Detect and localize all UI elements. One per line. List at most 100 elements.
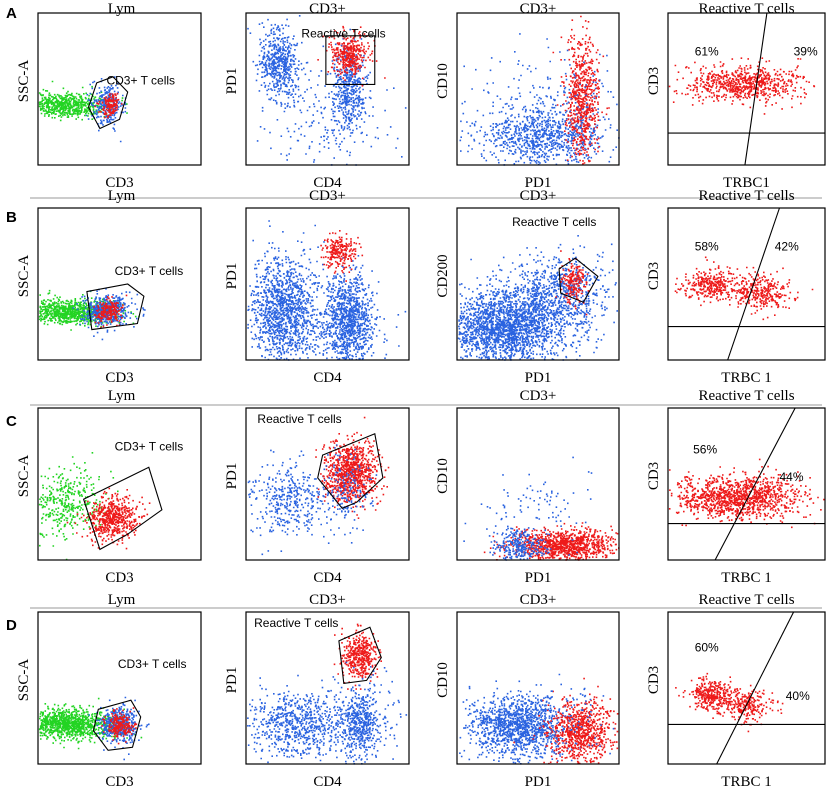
x-axis-label-b1: CD3 <box>105 370 133 386</box>
y-axis-label-d3: CD10 <box>435 662 451 698</box>
y-axis-label-c2: PD1 <box>224 463 240 490</box>
dot-d2-2 <box>333 623 382 690</box>
plot-frame-d1 <box>37 611 202 765</box>
dot-b4-1 <box>703 266 814 321</box>
y-axis-label-a1: SSC-A <box>16 60 32 103</box>
dot-b2-1 <box>312 252 388 361</box>
gate-label-c1: CD3+ T cells <box>115 440 184 454</box>
dot-cluster-b2-0 <box>247 220 338 361</box>
dot-cluster-b2-2 <box>320 230 364 282</box>
dot-c3-1 <box>486 516 574 561</box>
dot-c1-0 <box>38 452 119 561</box>
x-axis-label-b4: TRBC 1 <box>721 370 771 386</box>
dot-cluster-c1-1 <box>66 487 151 550</box>
gate-label-d1: CD3+ T cells <box>118 657 187 671</box>
panel-title-c1: Lym <box>108 388 136 404</box>
quadrant-divider-b4 <box>727 207 780 361</box>
quadrant-pct-d4-0: 60% <box>695 641 719 655</box>
x-axis-label-d3: PD1 <box>525 774 552 790</box>
plot-frame-a2 <box>245 12 410 166</box>
dot-cluster-d4-1 <box>703 681 784 733</box>
panel-title-b3: CD3+ <box>520 188 557 204</box>
y-axis-label-d2: PD1 <box>224 667 240 694</box>
y-axis-label-b3: CD200 <box>435 254 451 297</box>
plot-frame-c2 <box>245 407 410 561</box>
dot-d4-1 <box>703 681 784 733</box>
panel-title-d1: Lym <box>108 592 136 608</box>
dot-b3-2 <box>555 250 590 316</box>
x-axis-label-a2: CD4 <box>313 175 342 191</box>
gate-label-d2: Reactive T cells <box>254 616 338 630</box>
plot-frame-b3 <box>456 207 620 361</box>
gate-label-a2: Reactive T cells <box>301 26 385 40</box>
x-axis-label-a4: TRBC1 <box>723 175 770 191</box>
dot-cluster-d3-0 <box>459 680 591 765</box>
plot-frame-a1 <box>37 12 202 166</box>
dot-d2-1 <box>327 666 394 765</box>
dot-a1-2 <box>94 92 123 119</box>
panel-title-b4: Reactive T cells <box>698 188 794 204</box>
dot-cluster-d2-2 <box>333 623 382 690</box>
dot-b4-0 <box>674 256 756 307</box>
plot-frame-b4 <box>667 207 826 361</box>
dot-cluster-a3-1 <box>552 15 610 165</box>
row-letter-A: A <box>6 5 17 22</box>
gates-and-frames-layer <box>30 12 826 765</box>
panel-title-d4: Reactive T cells <box>698 592 794 608</box>
dot-cluster-c4-0 <box>668 458 825 529</box>
x-axis-label-b3: PD1 <box>525 370 552 386</box>
gate-a2 <box>325 35 376 85</box>
dot-b2-2 <box>320 230 364 282</box>
dot-a1-1 <box>85 76 127 143</box>
quadrant-divider-d4 <box>716 611 795 765</box>
y-axis-label-a2: PD1 <box>224 68 240 95</box>
y-axis-label-a3: CD10 <box>435 63 451 99</box>
dot-cluster-d3-1 <box>513 677 619 765</box>
dot-cluster-b3-2 <box>555 250 590 316</box>
gate-c2 <box>317 433 384 509</box>
dot-d4-0 <box>675 672 742 719</box>
plot-frame-d4 <box>667 611 826 765</box>
x-axis-label-b2: CD4 <box>313 370 342 386</box>
dot-b2-0 <box>247 220 338 361</box>
panel-title-b1: Lym <box>108 188 136 204</box>
dot-d2-3 <box>251 661 408 765</box>
plot-frame-a3 <box>456 12 620 166</box>
dot-a4-0 <box>668 57 816 115</box>
panel-title-a4: Reactive T cells <box>698 1 794 17</box>
plot-frame-c3 <box>456 407 620 561</box>
row-letter-B: B <box>6 209 17 226</box>
quadrant-pct-c4-1: 44% <box>779 470 803 484</box>
quadrant-pct-a4-0: 61% <box>695 45 719 59</box>
dot-a2-1 <box>324 28 374 154</box>
dot-c1-1 <box>66 487 151 550</box>
dot-b3-0 <box>457 254 605 361</box>
gate-label-a1: CD3+ T cells <box>106 73 175 87</box>
y-axis-label-d1: SSC-A <box>16 659 32 702</box>
gate-b3 <box>558 257 599 303</box>
dot-cluster-c3-1 <box>486 516 574 561</box>
quadrant-pct-b4-0: 58% <box>695 240 719 254</box>
gate-label-b3: Reactive T cells <box>512 215 596 229</box>
dot-b1-2 <box>93 294 128 329</box>
x-axis-label-d2: CD4 <box>313 774 342 790</box>
dot-d3-1 <box>513 677 619 765</box>
plot-frame-b1 <box>37 207 202 361</box>
x-axis-label-a1: CD3 <box>105 175 133 191</box>
row-letter-D: D <box>6 617 17 634</box>
x-axis-label-a3: PD1 <box>525 175 552 191</box>
dot-cluster-b2-1 <box>312 252 388 361</box>
dot-cluster-d4-0 <box>675 672 742 719</box>
dot-cluster-a4-0 <box>668 57 816 115</box>
dot-d1-0 <box>38 697 143 750</box>
dot-cluster-a3-0 <box>459 86 620 166</box>
dot-cluster-d1-0 <box>38 697 143 750</box>
dot-c2-1 <box>315 416 390 519</box>
panel-title-d3: CD3+ <box>520 592 557 608</box>
row-letter-C: C <box>6 413 17 430</box>
panel-title-b2: CD3+ <box>309 188 346 204</box>
panel-title-d2: CD3+ <box>309 592 346 608</box>
dot-cluster-a2-0 <box>247 15 312 109</box>
plot-frame-d3 <box>456 611 620 765</box>
